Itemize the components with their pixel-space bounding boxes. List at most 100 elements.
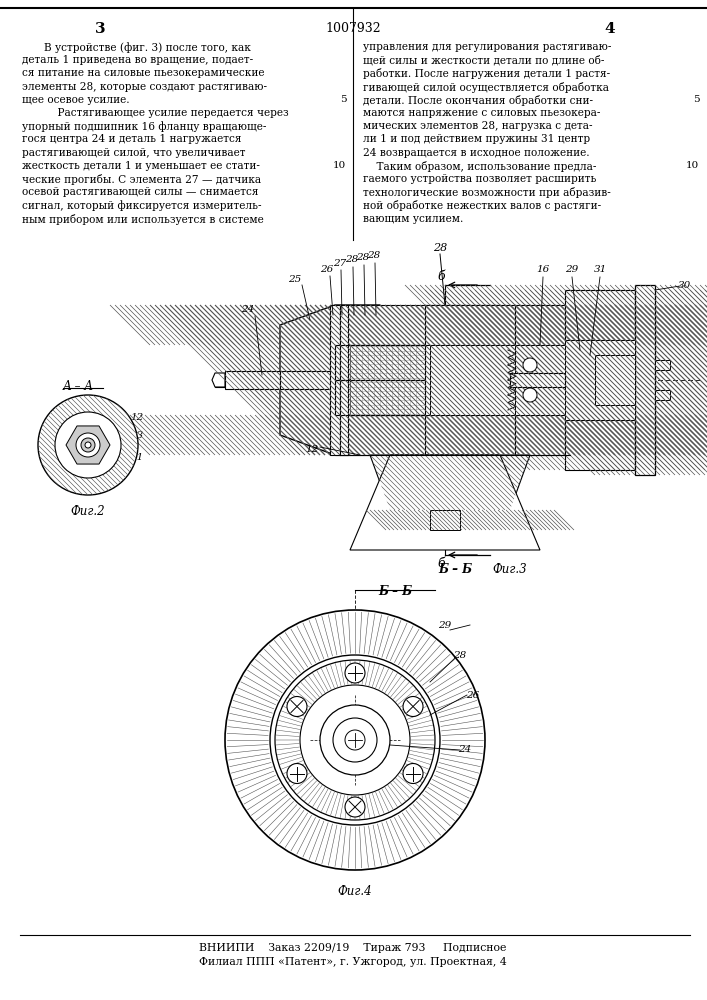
Text: ВНИИПИ    Заказ 2209/19    Тираж 793     Подписное: ВНИИПИ Заказ 2209/19 Тираж 793 Подписное xyxy=(199,943,507,953)
Text: Фиг.4: Фиг.4 xyxy=(338,885,373,898)
Polygon shape xyxy=(38,395,138,495)
Text: 5: 5 xyxy=(694,95,700,104)
Text: Таким образом, использование предла-: Таким образом, использование предла- xyxy=(363,161,597,172)
Circle shape xyxy=(225,610,485,870)
Bar xyxy=(335,415,500,455)
Bar xyxy=(635,285,655,475)
Text: 24 возвращается в исходное положение.: 24 возвращается в исходное положение. xyxy=(363,148,590,158)
Text: б: б xyxy=(438,270,445,283)
Text: гаемого устройства позволяет расширить: гаемого устройства позволяет расширить xyxy=(363,174,597,184)
Text: 28: 28 xyxy=(356,253,370,262)
Bar xyxy=(430,510,460,530)
Text: мических элементов 28, нагрузка с дета-: мических элементов 28, нагрузка с дета- xyxy=(363,121,592,131)
Text: маются напряжение с силовых пьезокера-: маются напряжение с силовых пьезокера- xyxy=(363,108,600,118)
Bar xyxy=(340,305,348,455)
Text: б: б xyxy=(438,557,445,570)
Bar xyxy=(425,415,515,455)
Bar xyxy=(335,380,425,415)
Bar xyxy=(425,345,515,415)
Bar xyxy=(515,415,565,455)
Polygon shape xyxy=(280,305,380,455)
Text: 28: 28 xyxy=(453,650,467,660)
Text: деталь 1 приведена во вращение, подает-: деталь 1 приведена во вращение, подает- xyxy=(22,55,253,65)
Circle shape xyxy=(403,764,423,784)
Text: ческие прогибы. С элемента 27 — датчика: ческие прогибы. С элемента 27 — датчика xyxy=(22,174,261,185)
Text: 1007932: 1007932 xyxy=(325,22,381,35)
Text: 12: 12 xyxy=(305,446,319,454)
Circle shape xyxy=(345,730,365,750)
Bar xyxy=(425,305,515,345)
Bar xyxy=(330,305,340,455)
Bar xyxy=(340,305,348,455)
Text: работки. После нагружения детали 1 растя-: работки. После нагружения детали 1 растя… xyxy=(363,68,610,79)
Text: ли 1 и под действием пружины 31 центр: ли 1 и под действием пружины 31 центр xyxy=(363,134,590,144)
Text: 29: 29 xyxy=(438,620,452,630)
Bar xyxy=(335,305,500,345)
Text: элементы 28, которые создают растягиваю-: элементы 28, которые создают растягиваю- xyxy=(22,82,267,92)
Text: гося центра 24 и деталь 1 нагружается: гося центра 24 и деталь 1 нагружается xyxy=(22,134,242,144)
Bar xyxy=(655,390,670,400)
Text: жесткость детали 1 и уменьшает ее стати-: жесткость детали 1 и уменьшает ее стати- xyxy=(22,161,260,171)
Circle shape xyxy=(523,358,537,372)
Polygon shape xyxy=(370,455,530,510)
Bar xyxy=(425,415,515,455)
Text: щей силы и жесткости детали по длине об-: щей силы и жесткости детали по длине об- xyxy=(363,55,604,66)
Bar xyxy=(595,355,635,405)
Circle shape xyxy=(38,395,138,495)
Text: 26: 26 xyxy=(320,265,334,274)
Text: 24: 24 xyxy=(458,746,472,754)
Bar xyxy=(565,290,635,340)
Polygon shape xyxy=(350,455,540,550)
Text: технологические возможности при абразив-: технологические возможности при абразив- xyxy=(363,187,611,198)
Circle shape xyxy=(270,655,440,825)
Bar xyxy=(330,305,340,455)
Text: осевой растягивающей силы — снимается: осевой растягивающей силы — снимается xyxy=(22,187,259,197)
Text: 24: 24 xyxy=(241,306,255,314)
Text: сигнал, который фиксируется измеритель-: сигнал, который фиксируется измеритель- xyxy=(22,200,262,211)
Text: 10: 10 xyxy=(333,161,346,170)
Circle shape xyxy=(85,442,91,448)
Circle shape xyxy=(345,797,365,817)
Circle shape xyxy=(320,705,390,775)
Text: детали. После окончания обработки сни-: детали. После окончания обработки сни- xyxy=(363,95,593,106)
Text: 29: 29 xyxy=(566,265,578,274)
Text: 12: 12 xyxy=(130,412,144,422)
Polygon shape xyxy=(66,426,110,464)
Circle shape xyxy=(275,660,435,820)
Text: Фиг.2: Фиг.2 xyxy=(71,505,105,518)
Bar xyxy=(565,340,635,420)
Bar xyxy=(565,290,635,340)
Bar xyxy=(280,371,400,389)
Text: 28: 28 xyxy=(433,243,447,253)
Text: 26: 26 xyxy=(467,690,479,700)
Text: 30: 30 xyxy=(679,280,691,290)
Text: 4: 4 xyxy=(604,22,615,36)
Polygon shape xyxy=(212,373,225,387)
Text: В устройстве (фиг. 3) после того, как: В устройстве (фиг. 3) после того, как xyxy=(44,42,251,53)
Text: ным прибором или используется в системе: ным прибором или используется в системе xyxy=(22,214,264,225)
Bar xyxy=(515,305,565,345)
Bar xyxy=(335,345,425,380)
Bar xyxy=(335,415,500,455)
Text: растягивающей силой, что увеличивает: растягивающей силой, что увеличивает xyxy=(22,148,245,158)
Polygon shape xyxy=(370,455,530,510)
Text: 31: 31 xyxy=(593,265,607,274)
Text: 25: 25 xyxy=(288,275,302,284)
Circle shape xyxy=(76,433,100,457)
Text: гивающей силой осуществляется обработка: гивающей силой осуществляется обработка xyxy=(363,82,609,93)
Text: Фиг.3: Фиг.3 xyxy=(493,563,527,576)
Text: управления для регулирования растягиваю-: управления для регулирования растягиваю- xyxy=(363,42,612,52)
Circle shape xyxy=(300,685,410,795)
Circle shape xyxy=(345,663,365,683)
Bar xyxy=(215,373,235,387)
Text: 28: 28 xyxy=(346,255,358,264)
Text: 11: 11 xyxy=(130,452,144,462)
Polygon shape xyxy=(280,305,380,455)
Circle shape xyxy=(287,764,307,784)
Bar xyxy=(565,420,635,470)
Text: 10: 10 xyxy=(686,161,699,170)
Bar xyxy=(430,510,460,530)
Text: щее осевое усилие.: щее осевое усилие. xyxy=(22,95,129,105)
Bar xyxy=(225,371,280,389)
Circle shape xyxy=(333,718,377,762)
